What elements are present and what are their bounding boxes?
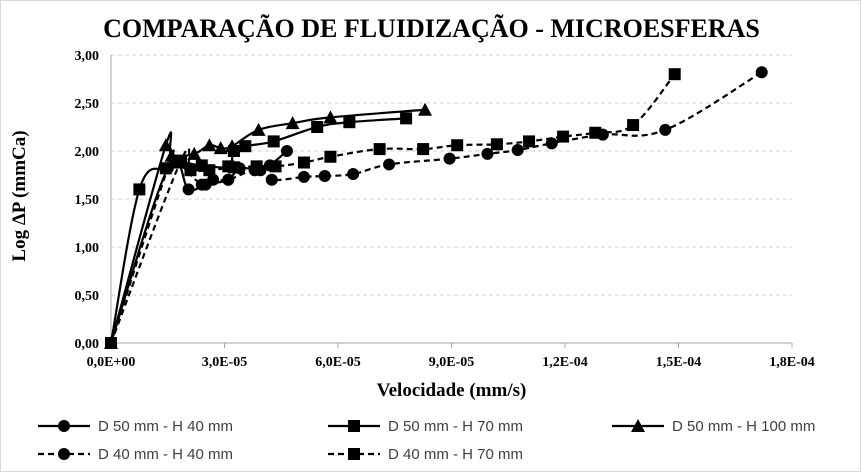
data-point	[105, 337, 117, 349]
y-tick-label: 3,00	[75, 49, 100, 64]
series-1	[105, 112, 413, 349]
data-point	[250, 160, 263, 173]
data-point	[318, 169, 331, 182]
data-point	[251, 122, 266, 136]
legend-swatch	[328, 420, 380, 432]
data-point	[207, 173, 220, 186]
y-tick-label: 1,00	[75, 241, 100, 256]
legend-marker	[631, 419, 645, 432]
data-point	[269, 160, 282, 173]
legend-item: D 50 mm - H 40 mm	[36, 414, 233, 438]
y-tick-label: 2,00	[75, 145, 100, 160]
legend-label: D 50 mm - H 100 mm	[672, 417, 816, 435]
data-point	[222, 173, 235, 186]
data-point	[668, 68, 681, 81]
data-point	[627, 119, 640, 132]
data-point	[195, 178, 208, 191]
data-point	[343, 116, 356, 129]
data-point	[490, 138, 503, 151]
data-point	[239, 140, 252, 153]
y-tick-label: 0,50	[75, 289, 100, 304]
legend-swatch	[38, 420, 90, 432]
data-point	[182, 183, 195, 196]
data-point	[481, 147, 494, 160]
legend-swatch	[612, 419, 664, 432]
legend-item: D 50 mm - H 100 mm	[610, 414, 815, 438]
legend-item: D 40 mm - H 70 mm	[326, 442, 523, 466]
data-point	[297, 156, 310, 169]
data-point	[451, 139, 464, 152]
legend-marker	[348, 420, 360, 432]
data-point	[659, 123, 672, 136]
data-point	[203, 164, 216, 177]
data-point	[202, 138, 217, 152]
legend-item: D 40 mm - H 40 mm	[36, 442, 233, 466]
data-point	[511, 144, 524, 157]
data-point	[265, 173, 278, 186]
x-tick-label: 6,0E-05	[315, 355, 361, 370]
chart-title: COMPARAÇÃO DE FLUIDIZAÇÃO - MICROESFERAS	[103, 14, 760, 43]
x-axis-label: Velocidade (mm/s)	[376, 380, 527, 401]
legend-label: D 40 mm - H 40 mm	[98, 445, 234, 463]
data-point	[523, 135, 536, 148]
data-point	[213, 141, 228, 155]
data-point	[174, 154, 187, 167]
data-point	[373, 143, 386, 156]
data-point	[311, 121, 324, 133]
x-tick-label: 0,0E+00	[87, 355, 136, 370]
series-line	[109, 71, 763, 344]
legend-swatch	[38, 448, 90, 460]
data-point	[267, 135, 280, 148]
data-point	[225, 139, 240, 153]
data-point	[400, 112, 413, 125]
data-point	[158, 138, 173, 152]
x-tick-label: 9,0E-05	[429, 355, 475, 370]
y-tick-label: 0,00	[75, 337, 100, 352]
legend-swatch	[328, 448, 380, 460]
series-3	[105, 66, 768, 349]
data-point	[418, 102, 433, 116]
legend-label: D 50 mm - H 70 mm	[388, 417, 524, 435]
legend-marker	[58, 420, 70, 432]
legend-label: D 40 mm - H 70 mm	[388, 445, 524, 463]
data-point	[557, 130, 570, 143]
data-point	[443, 152, 456, 165]
data-point	[383, 158, 396, 171]
data-point	[324, 150, 337, 163]
data-point	[589, 126, 602, 139]
data-point	[280, 145, 293, 157]
data-point	[285, 116, 300, 130]
series-4	[105, 68, 681, 349]
y-tick-label: 2,50	[75, 97, 100, 112]
data-point	[133, 183, 146, 196]
x-tick-label: 1,8E-04	[769, 355, 815, 370]
legend-label: D 50 mm - H 40 mm	[98, 417, 234, 435]
series-line	[109, 73, 676, 344]
y-tick-label: 1,50	[75, 193, 100, 208]
data-point	[545, 137, 558, 150]
data-point	[417, 143, 430, 156]
data-point	[347, 168, 360, 181]
data-point	[187, 146, 202, 160]
data-point	[323, 110, 338, 124]
legend-marker	[58, 448, 70, 460]
data-point	[755, 66, 768, 79]
x-tick-label: 1,2E-04	[542, 355, 588, 370]
data-point	[227, 161, 240, 174]
data-point	[184, 164, 197, 177]
x-tick-label: 1,5E-04	[656, 355, 702, 370]
legend-item: D 50 mm - H 70 mm	[326, 414, 523, 438]
legend-marker	[348, 448, 360, 460]
data-point	[297, 170, 310, 183]
x-tick-label: 3,0E-05	[202, 355, 248, 370]
data-point	[161, 162, 174, 175]
